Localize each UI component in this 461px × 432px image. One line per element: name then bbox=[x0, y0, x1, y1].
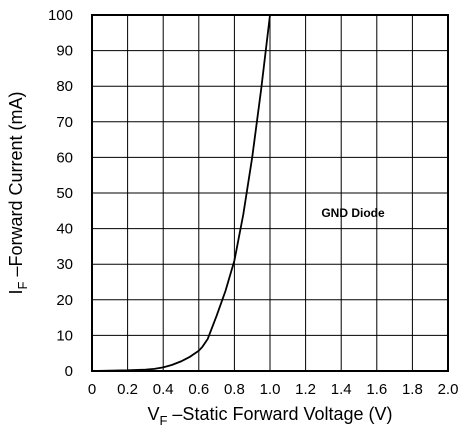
forward-current-curve bbox=[91, 14, 271, 372]
y-axis-label-subscript: F bbox=[15, 281, 30, 289]
x-tick-labels: 0 0.2 0.4 0.6 0.8 1.0 1.2 1.4 1.6 1.8 2.0 bbox=[88, 381, 459, 398]
y-tick-label: 10 bbox=[56, 327, 73, 344]
y-tick-label: 100 bbox=[48, 7, 73, 24]
y-tick-labels: 0 10 20 30 40 50 60 70 80 90 100 bbox=[48, 7, 73, 380]
x-tick-label: 0 bbox=[88, 381, 96, 398]
y-tick-label: 60 bbox=[56, 149, 73, 166]
plot-area-frame bbox=[91, 14, 449, 372]
grid-lines bbox=[92, 15, 448, 371]
y-tick-label: 80 bbox=[56, 78, 73, 95]
y-axis-label: IF –Forward Current (mA) bbox=[6, 91, 30, 294]
y-axis-label-main: I bbox=[6, 289, 26, 294]
y-tick-label: 0 bbox=[65, 363, 73, 380]
y-tick-label: 40 bbox=[56, 221, 73, 238]
y-axis-label-rest: –Forward Current (mA) bbox=[6, 91, 26, 281]
x-axis-label-subscript: F bbox=[159, 413, 167, 428]
x-tick-label: 1.4 bbox=[331, 381, 352, 398]
x-tick-label: 1.6 bbox=[366, 381, 387, 398]
x-tick-label: 0.6 bbox=[188, 381, 209, 398]
annotation-label: GND Diode bbox=[321, 206, 385, 220]
x-axis-label-rest: –Static Forward Voltage (V) bbox=[167, 404, 392, 424]
x-tick-label: 0.4 bbox=[153, 381, 174, 398]
y-tick-label: 50 bbox=[56, 185, 73, 202]
x-axis-label: VF –Static Forward Voltage (V) bbox=[147, 404, 392, 428]
y-tick-label: 90 bbox=[56, 43, 73, 60]
y-tick-label: 70 bbox=[56, 114, 73, 131]
x-tick-label: 0.2 bbox=[117, 381, 138, 398]
x-tick-label: 1.8 bbox=[402, 381, 423, 398]
x-tick-label: 1.0 bbox=[260, 381, 281, 398]
x-tick-label: 0.8 bbox=[224, 381, 245, 398]
y-tick-label: 20 bbox=[56, 292, 73, 309]
x-tick-label: 2.0 bbox=[438, 381, 459, 398]
y-tick-label: 30 bbox=[56, 256, 73, 273]
x-tick-label: 1.2 bbox=[295, 381, 316, 398]
x-axis-label-main: V bbox=[147, 404, 159, 424]
